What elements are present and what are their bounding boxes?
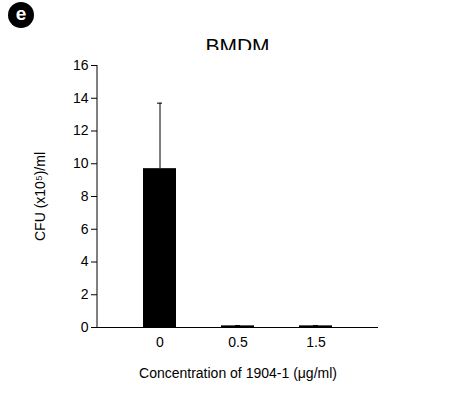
- svg-text:0: 0: [156, 334, 164, 350]
- html-text:e: e: [15, 3, 27, 24]
- svg-text:2: 2: [81, 286, 89, 302]
- svg-text:10: 10: [73, 155, 89, 171]
- svg-text:Concentration of 1904-1 (μg/ml: Concentration of 1904-1 (μg/ml): [139, 365, 337, 381]
- svg-text:0: 0: [81, 319, 89, 335]
- svg-text:6: 6: [81, 221, 89, 237]
- svg-text:CFU (x10⁵)/ml: CFU (x10⁵)/ml: [32, 152, 48, 241]
- svg-text:8: 8: [81, 188, 89, 204]
- svg-text:12: 12: [73, 122, 89, 138]
- svg-text:14: 14: [73, 90, 89, 106]
- svg-text:0.5: 0.5: [228, 334, 248, 350]
- html-text:BMDM: BMDM: [205, 34, 270, 57]
- svg-text:4: 4: [81, 253, 89, 269]
- svg-text:16: 16: [73, 57, 89, 73]
- svg-text:1.5: 1.5: [306, 334, 326, 350]
